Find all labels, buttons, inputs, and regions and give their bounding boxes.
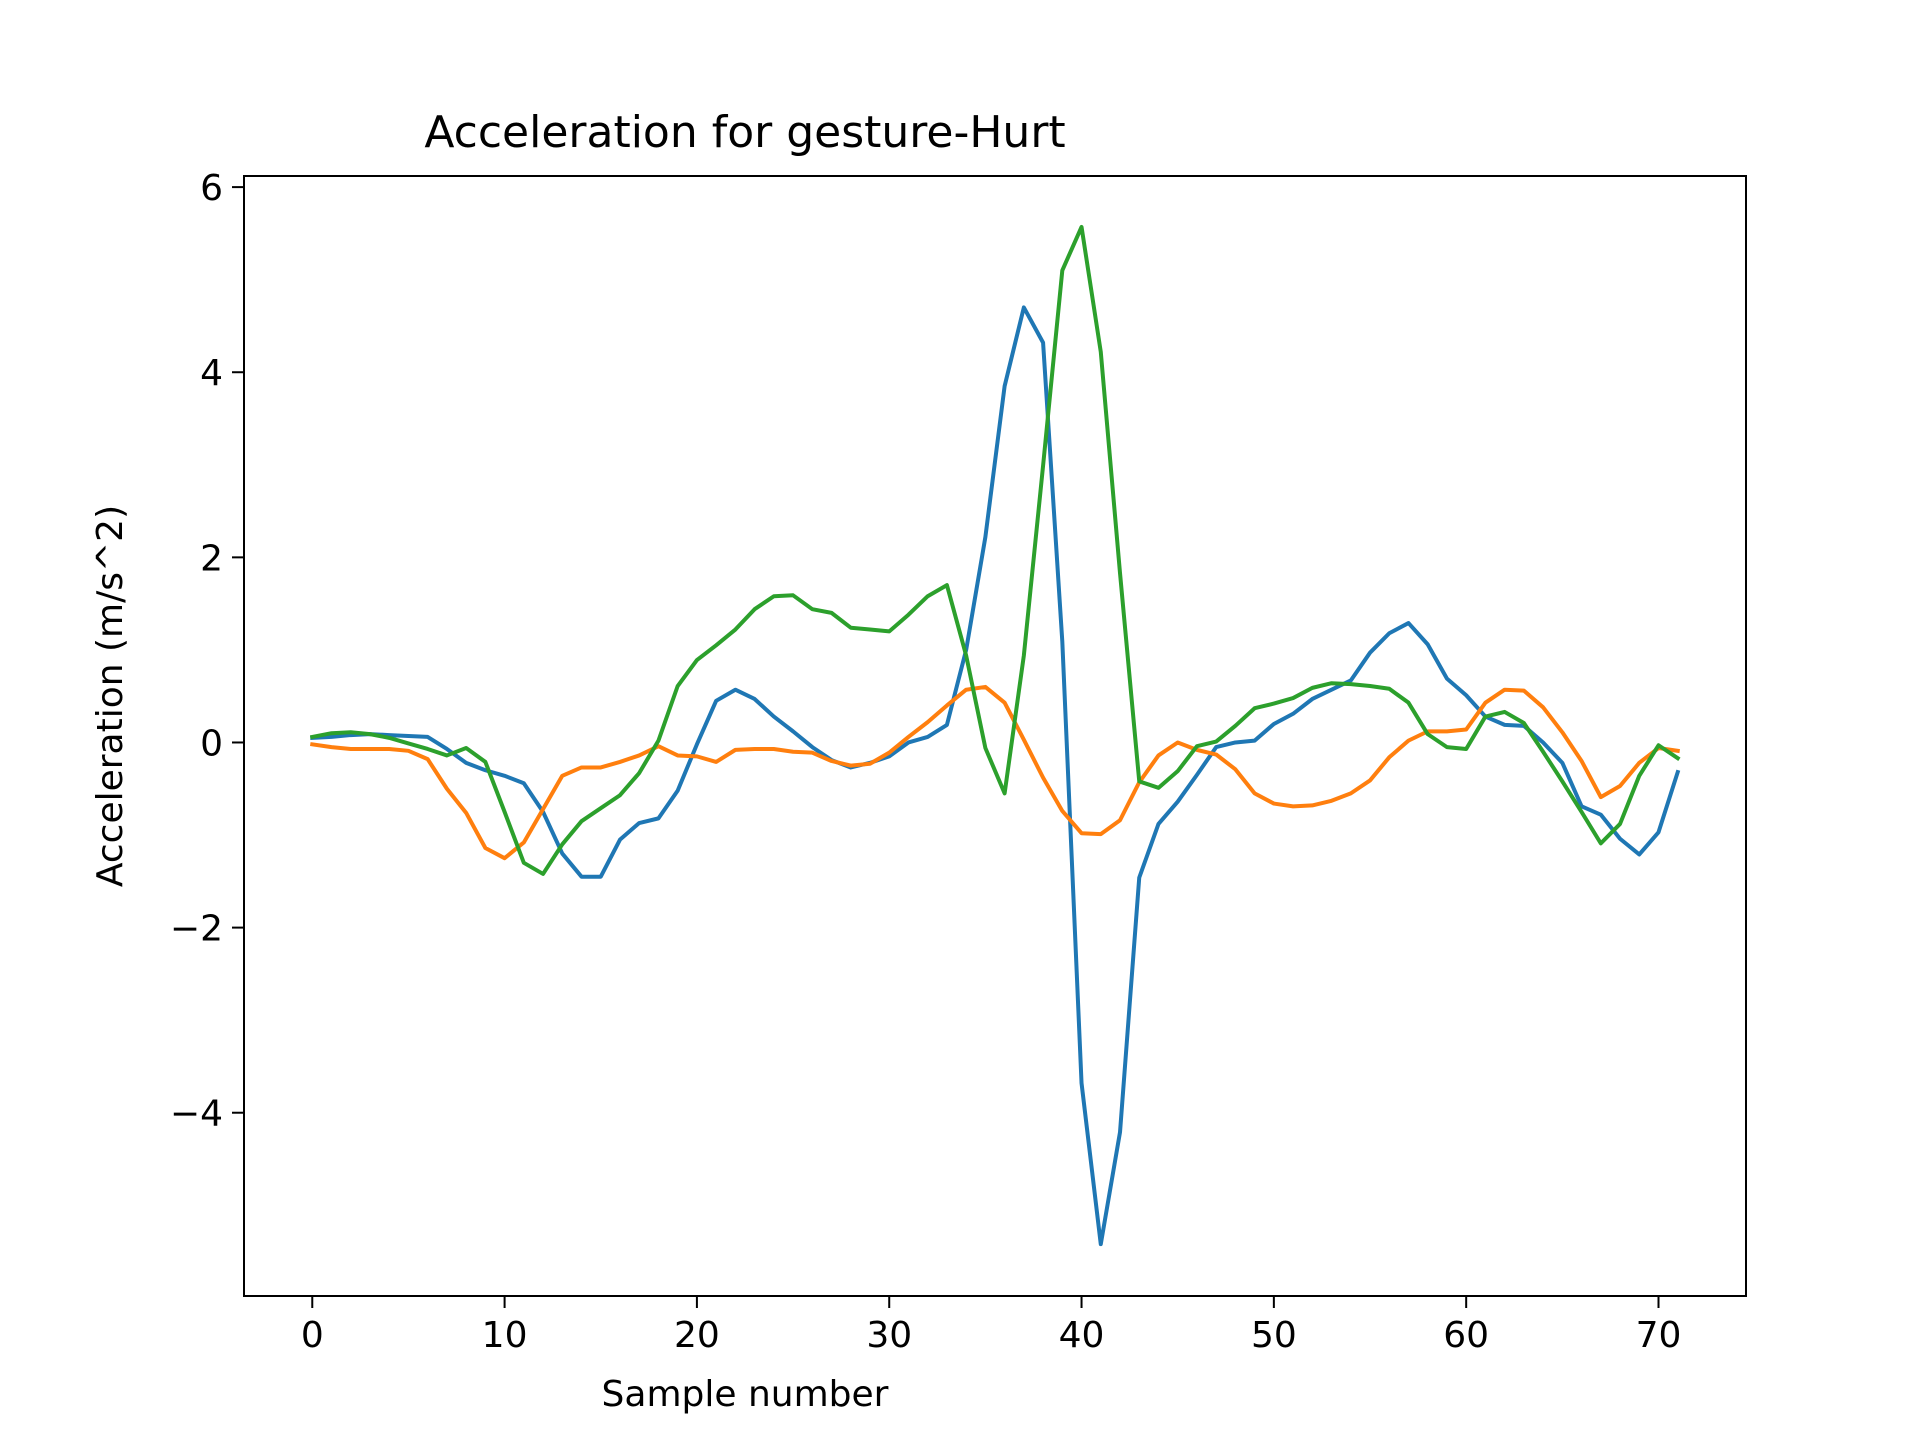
x-axis-label: Sample number xyxy=(602,1374,889,1415)
chart-title: Acceleration for gesture-Hurt xyxy=(424,107,1065,158)
y-tick-label: −4 xyxy=(170,1094,223,1135)
x-tick-label: 60 xyxy=(1443,1315,1489,1356)
y-tick-label: 6 xyxy=(200,168,223,209)
series-line-2 xyxy=(310,684,1680,861)
x-tick-label: 40 xyxy=(1059,1315,1105,1356)
x-tick-label: 50 xyxy=(1251,1315,1297,1356)
x-tick-label: 70 xyxy=(1636,1315,1682,1356)
y-tick-label: 4 xyxy=(200,353,223,394)
x-tick-label: 20 xyxy=(674,1315,720,1356)
y-tick-label: 0 xyxy=(200,723,223,764)
tick-layer: 0 10 20 30 40 50 60 70 −4 −2 0 2 4 6 xyxy=(170,168,1681,1356)
x-tick-label: 10 xyxy=(482,1315,528,1356)
x-tick-label: 30 xyxy=(866,1315,912,1356)
y-axis-label: Acceleration (m/s^2) xyxy=(90,505,131,887)
y-tick-label: 2 xyxy=(200,538,223,579)
x-tick-label: 0 xyxy=(301,1315,324,1356)
series-line-1 xyxy=(310,305,1681,1247)
y-tick-label: −2 xyxy=(170,909,223,950)
plot-frame xyxy=(243,175,1747,1297)
series-line-3 xyxy=(309,224,1681,876)
series-layer xyxy=(309,224,1681,1247)
